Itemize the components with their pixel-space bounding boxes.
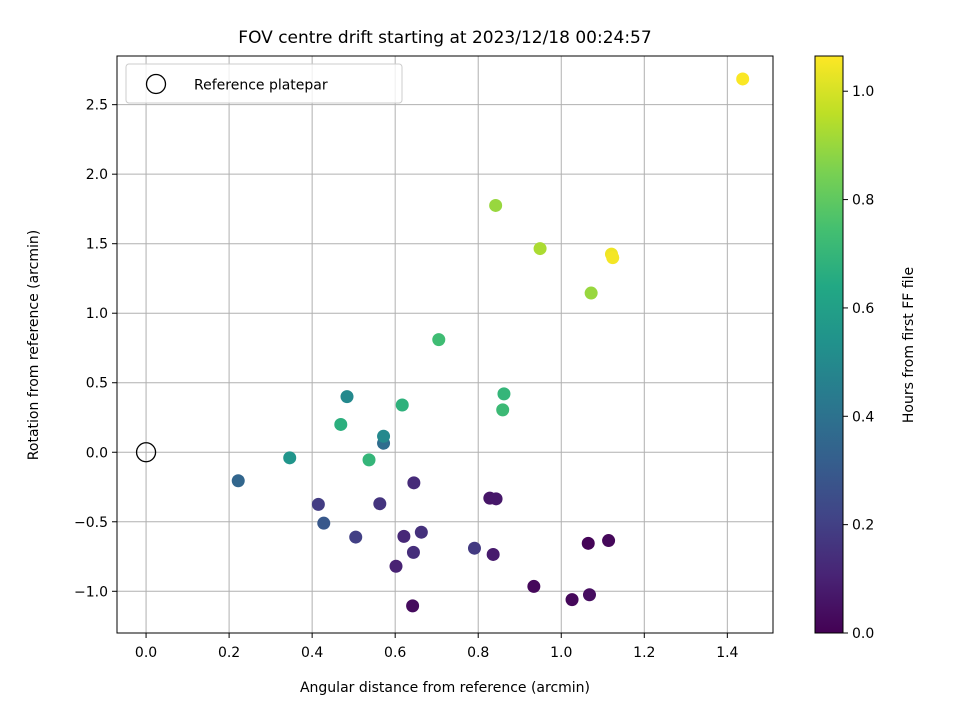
legend-entry-label: Reference platepar [194,78,328,94]
data-point [349,530,363,544]
x-tick-label: 0.4 [301,645,323,661]
y-axis-label: Rotation from reference (arcmin) [26,230,42,460]
data-point [373,497,387,511]
data-point [334,417,348,431]
data-point [467,541,481,555]
data-point [489,492,503,506]
y-tick-label: 1.5 [86,237,108,253]
x-tick-label: 0.6 [384,645,406,661]
legend-box [125,63,403,104]
x-tick-label: 1.0 [550,645,572,661]
data-point [533,242,547,256]
grid [117,56,773,633]
y-tick-label: 2.5 [86,98,108,114]
x-tick-label: 0.2 [218,645,240,661]
data-point [497,387,511,401]
colorbar-tick-label: 0.8 [852,193,874,209]
colorbar-label: Hours from first FF file [901,267,917,423]
data-points [231,72,750,613]
x-tick-label: 0.0 [135,645,157,661]
x-axis-ticks: 0.0 0.2 0.4 0.6 0.8 1.0 1.2 1.4 [135,633,739,661]
data-point [414,525,428,539]
legend-marker-icon [145,73,167,95]
y-tick-label: 0.5 [86,376,108,392]
data-point [406,599,420,613]
data-point [362,453,376,467]
data-point [406,545,420,559]
data-point [317,516,331,530]
x-tick-label: 1.4 [716,645,738,661]
y-axis-ticks: −1.0 −0.5 0.0 0.5 1.0 1.5 2.0 2.5 [74,98,117,600]
data-point [397,529,411,543]
colorbar-tick-label: 0.2 [852,518,874,534]
data-point [584,286,598,300]
data-point [407,476,421,490]
data-point [311,497,325,511]
x-tick-label: 0.8 [467,645,489,661]
data-point [602,534,616,548]
colorbar-tick-label: 1.0 [852,84,874,100]
data-point [486,547,500,561]
data-point [606,251,620,265]
y-tick-label: 1.0 [86,306,108,322]
x-tick-label: 1.2 [633,645,655,661]
data-point [565,593,579,607]
colorbar-frame [814,55,844,634]
x-axis-label: Angular distance from reference (arcmin) [300,680,590,696]
data-point [736,72,750,86]
colorbar-tick-label: 0.4 [852,409,874,425]
colorbar-ticks: 0.0 0.2 0.4 0.6 0.8 1.0 [843,84,874,642]
data-point [231,474,245,488]
data-point [283,451,297,465]
y-tick-label: 2.0 [86,167,108,183]
reference-marker [135,442,157,463]
data-point [489,198,503,212]
legend: Reference platepar [125,63,403,104]
data-point [340,390,354,404]
colorbar-gradient [815,56,843,633]
y-tick-label: 0.0 [86,445,108,461]
plot-frame [116,55,774,634]
data-point [395,398,409,412]
colorbar-tick-label: 0.6 [852,301,874,317]
y-tick-label: −0.5 [74,515,108,531]
colorbar-tick-label: 0.0 [852,626,874,642]
data-point [377,429,391,443]
data-point [581,536,595,550]
data-point [527,579,541,593]
y-tick-label: −1.0 [74,584,108,600]
reference-point [135,442,157,463]
data-point [432,333,446,347]
data-point [496,403,510,417]
data-point [582,588,596,602]
chart-title: FOV centre drift starting at 2023/12/18 … [238,28,651,48]
data-point [389,559,403,573]
